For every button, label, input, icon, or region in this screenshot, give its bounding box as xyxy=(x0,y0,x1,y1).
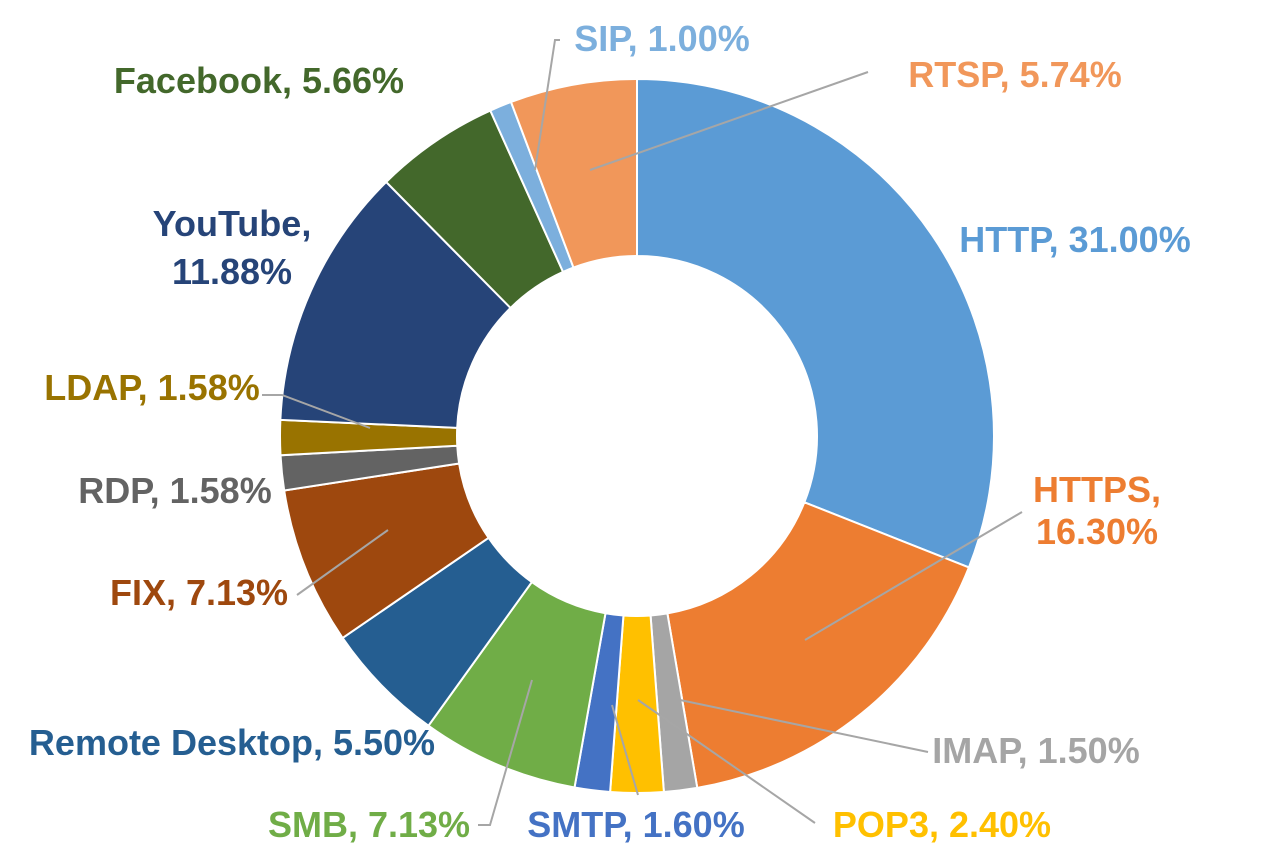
data-label-fix: FIX, 7.13% xyxy=(110,572,288,613)
leader-line-imap xyxy=(679,699,929,753)
leader-line-sip xyxy=(534,39,560,171)
leader-line-smb xyxy=(478,679,533,826)
data-label-youtube: YouTube, 11.88% xyxy=(153,203,312,292)
slice-http xyxy=(636,77,995,569)
data-label-remote-desktop: Remote Desktop, 5.50% xyxy=(29,722,435,763)
data-label-pop3: POP3, 2.40% xyxy=(833,804,1051,845)
data-label-http: HTTP, 31.00% xyxy=(959,219,1190,260)
leader-line-rtsp xyxy=(589,71,869,171)
leader-line-smtp xyxy=(611,704,639,796)
data-label-rdp: RDP, 1.58% xyxy=(78,470,271,511)
data-label-https: HTTPS, 16.30% xyxy=(1033,469,1161,552)
data-label-facebook: Facebook, 5.66% xyxy=(114,60,404,101)
leader-line-pop3 xyxy=(637,699,816,824)
data-label-smtp: SMTP, 1.60% xyxy=(527,804,744,845)
leader-line-fix xyxy=(296,529,389,596)
slice-https xyxy=(666,500,971,790)
data-label-rtsp: RTSP, 5.74% xyxy=(908,54,1121,95)
data-label-sip: SIP, 1.00% xyxy=(574,18,749,59)
leader-line-ldap xyxy=(262,394,371,429)
data-label-imap: IMAP, 1.50% xyxy=(932,730,1139,771)
data-label-ldap: LDAP, 1.58% xyxy=(44,367,259,408)
data-label-smb: SMB, 7.13% xyxy=(268,804,470,845)
leader-line-https xyxy=(804,511,1023,641)
